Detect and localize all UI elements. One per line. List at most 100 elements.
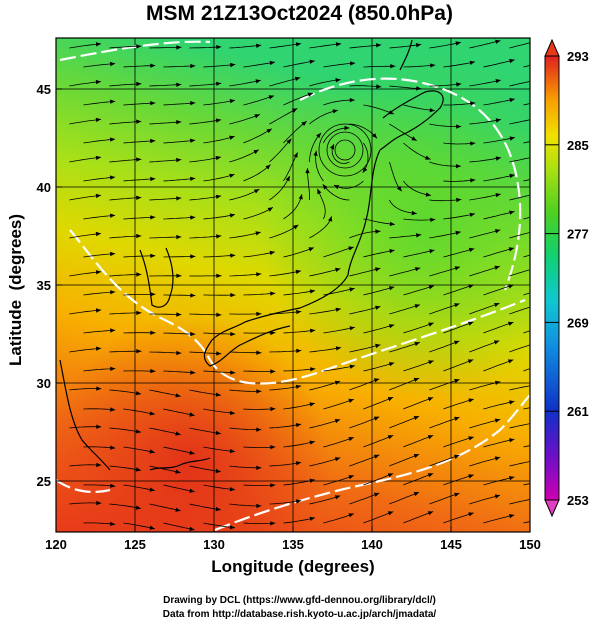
colorbar-tick-label: 285 bbox=[567, 138, 589, 153]
streamline bbox=[403, 285, 435, 296]
coastlines bbox=[59, 39, 444, 471]
streamline-arrow bbox=[335, 307, 341, 312]
streamline-arrow bbox=[376, 43, 382, 48]
streamline-arrow bbox=[189, 526, 195, 531]
streamline bbox=[469, 494, 501, 505]
streamline-arrow bbox=[310, 367, 316, 372]
streamline bbox=[523, 216, 530, 220]
streamline bbox=[349, 85, 382, 88]
streamline-arrow bbox=[348, 246, 354, 251]
streamline bbox=[429, 379, 460, 391]
colorbar-max-triangle bbox=[544, 38, 560, 57]
streamline bbox=[483, 476, 515, 486]
streamline bbox=[69, 388, 102, 391]
streamline-arrow bbox=[494, 456, 501, 461]
colorbar-tick-label: 293 bbox=[567, 49, 589, 64]
streamline bbox=[323, 475, 355, 486]
streamline bbox=[83, 446, 116, 449]
streamline-arrow bbox=[215, 194, 222, 199]
streamline bbox=[269, 500, 302, 505]
streamline bbox=[523, 407, 530, 410]
streamline-arrow bbox=[495, 156, 502, 161]
streamline-arrow bbox=[494, 265, 500, 270]
streamline-arrow bbox=[149, 449, 155, 454]
streamline bbox=[123, 408, 155, 415]
streamline bbox=[189, 465, 221, 473]
streamline bbox=[189, 235, 222, 239]
streamline bbox=[123, 446, 155, 453]
streamline-arrow bbox=[149, 487, 155, 492]
streamline bbox=[83, 100, 116, 106]
streamline-arrow bbox=[468, 321, 474, 326]
streamline bbox=[309, 43, 342, 49]
streamline-arrow bbox=[216, 273, 222, 278]
streamline bbox=[123, 522, 155, 530]
streamline bbox=[323, 62, 356, 68]
streamline-arrow bbox=[509, 58, 515, 64]
streamline bbox=[283, 402, 315, 410]
streamline bbox=[483, 321, 514, 334]
streamline-arrow bbox=[456, 197, 462, 203]
streamline bbox=[509, 423, 530, 429]
streamline bbox=[109, 503, 142, 509]
streamline bbox=[83, 214, 116, 220]
streamline bbox=[429, 266, 461, 277]
streamline-arrow bbox=[229, 487, 235, 492]
streamline bbox=[69, 502, 102, 505]
streamline bbox=[443, 512, 474, 524]
streamline bbox=[349, 454, 380, 467]
streamline bbox=[469, 193, 501, 201]
streamline-arrow bbox=[430, 63, 436, 68]
streamline-arrow bbox=[270, 291, 276, 296]
streamline-arrow bbox=[301, 121, 307, 126]
streamline-arrow bbox=[256, 272, 262, 277]
streamline-arrow bbox=[415, 43, 422, 48]
streamline bbox=[69, 271, 102, 277]
streamline-arrow bbox=[266, 128, 272, 134]
streamline-arrow bbox=[349, 97, 355, 103]
streamline-arrow bbox=[348, 513, 354, 518]
streamline bbox=[323, 288, 355, 296]
streamline-arrow bbox=[230, 292, 236, 298]
streamline bbox=[469, 302, 500, 315]
streamline-arrow bbox=[535, 78, 540, 82]
streamline bbox=[149, 389, 181, 397]
streamline bbox=[149, 351, 182, 354]
streamline bbox=[189, 313, 222, 316]
streamline-arrow bbox=[286, 138, 292, 144]
streamline-arrow bbox=[509, 136, 515, 141]
streamline bbox=[109, 121, 142, 125]
streamline-arrow bbox=[189, 450, 195, 455]
streamline-arrow bbox=[427, 397, 434, 402]
streamline bbox=[389, 491, 420, 505]
streamline bbox=[349, 123, 378, 139]
streamline-arrow bbox=[189, 488, 195, 493]
streamline bbox=[389, 342, 421, 353]
streamline bbox=[523, 330, 530, 334]
streamline bbox=[243, 251, 275, 258]
streamline-arrow bbox=[428, 285, 434, 290]
streamline bbox=[309, 132, 322, 163]
streamline-arrow bbox=[95, 117, 101, 123]
streamline-arrow bbox=[95, 231, 101, 237]
y-axis-label: Latitude (degrees) bbox=[6, 213, 25, 367]
streamline bbox=[309, 268, 341, 277]
streamline-arrow bbox=[349, 364, 355, 369]
streamline-arrow bbox=[389, 221, 395, 227]
streamline-arrow bbox=[95, 270, 102, 275]
streamline bbox=[163, 332, 196, 335]
streamline-arrow bbox=[362, 167, 368, 173]
streamline-arrow bbox=[428, 360, 434, 365]
streamline bbox=[443, 61, 475, 68]
streamline-arrow bbox=[96, 462, 102, 468]
streamline bbox=[269, 350, 302, 353]
streamline bbox=[109, 83, 142, 87]
streamline-arrow bbox=[509, 514, 515, 519]
streamline bbox=[269, 224, 299, 239]
streamline bbox=[69, 309, 102, 315]
streamline bbox=[483, 438, 515, 448]
streamline-arrow bbox=[216, 351, 222, 356]
streamline bbox=[163, 256, 196, 258]
streamline bbox=[429, 416, 460, 429]
streamline-arrow bbox=[308, 247, 314, 252]
